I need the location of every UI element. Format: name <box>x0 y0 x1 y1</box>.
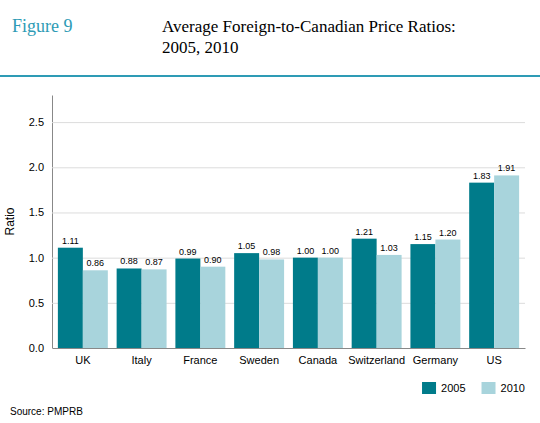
bar <box>142 269 167 348</box>
bar <box>435 240 460 348</box>
x-tick: France <box>183 354 217 366</box>
x-tick: Italy <box>132 354 153 366</box>
chart: Figure 9 Average Foreign-to-Canadian Pric… <box>0 0 540 423</box>
y-tick-label: 1.0 <box>29 252 44 264</box>
data-label: 1.83 <box>473 171 491 181</box>
title-line: 2005, 2010 <box>162 38 239 57</box>
legend-label: 2005 <box>441 382 465 394</box>
x-tick-label: Sweden <box>239 354 279 366</box>
x-tick: Sweden <box>239 354 279 366</box>
bar <box>318 258 343 348</box>
legend-item: 2005 <box>422 382 465 394</box>
bar <box>469 183 494 348</box>
bar <box>200 267 225 348</box>
bar <box>494 175 519 348</box>
grid-line <box>52 167 525 168</box>
legend-item: 2010 <box>482 382 525 394</box>
x-tick: US <box>487 354 502 366</box>
data-label: 1.91 <box>498 163 516 173</box>
bar <box>259 259 284 348</box>
y-axis-line <box>52 96 53 349</box>
legend-swatch <box>482 382 496 394</box>
y-tick-label: 2.0 <box>29 161 44 173</box>
data-label: 1.03 <box>380 243 398 253</box>
figure-label: Figure 9 <box>12 16 73 36</box>
source-note: Source: PMPRB <box>10 406 83 417</box>
bar <box>377 255 402 348</box>
x-tick-label: UK <box>75 354 91 366</box>
data-label: 1.00 <box>322 246 340 256</box>
y-tick: 1.5 <box>29 206 525 218</box>
bars <box>58 175 519 348</box>
grid-line <box>52 212 525 213</box>
bar <box>293 258 318 348</box>
bar <box>234 253 259 348</box>
x-axis-line <box>53 348 526 349</box>
y-tick: 2.5 <box>29 116 525 128</box>
y-tick-label: 0.0 <box>29 342 44 354</box>
data-label: 0.90 <box>204 255 222 265</box>
data-label: 1.21 <box>355 227 373 237</box>
header-rule <box>0 75 540 77</box>
grid-line <box>52 348 525 349</box>
x-tick-label: US <box>487 354 502 366</box>
x-tick-label: Canada <box>299 354 338 366</box>
data-label: 0.99 <box>179 247 197 257</box>
x-tick: Switzerland <box>348 354 405 366</box>
data-label: 0.98 <box>263 247 281 257</box>
data-label: 0.86 <box>87 258 105 268</box>
y-tick-label: 1.5 <box>29 206 44 218</box>
x-tick-label: France <box>183 354 217 366</box>
data-label: 0.88 <box>120 256 138 266</box>
legend: 2005 2010 <box>422 382 525 394</box>
x-tick-label: Switzerland <box>348 354 405 366</box>
data-label: 1.15 <box>414 232 432 242</box>
bar <box>117 268 142 348</box>
data-label: 1.11 <box>62 236 79 246</box>
x-tick-label: Germany <box>413 354 459 366</box>
x-tick: UK <box>75 354 91 366</box>
bar <box>352 239 377 348</box>
bar <box>83 270 108 348</box>
data-label: 1.20 <box>439 228 457 238</box>
data-labels: 1.11 0.88 0.99 1.05 1.00 1.21 1.15 1.83 0.86 0.87… <box>62 163 515 268</box>
title-line: Average Foreign-to-Canadian Price Ratios… <box>162 17 456 36</box>
y-tick: 2.0 <box>29 161 525 173</box>
data-label: 0.87 <box>145 257 163 267</box>
x-tick: Canada <box>299 354 338 366</box>
legend-swatch <box>422 382 436 394</box>
bar <box>175 259 200 348</box>
grid-line <box>52 122 525 123</box>
x-tick-label: Italy <box>132 354 153 366</box>
data-label: 1.00 <box>297 246 315 256</box>
y-tick-label: 0.5 <box>29 297 44 309</box>
bar <box>58 248 83 348</box>
x-axis: UK Italy France Sweden Canada Switzerland Germ… <box>53 349 526 366</box>
y-tick-label: 2.5 <box>29 116 44 128</box>
y-axis: 0.0 0.5 1.0 1.5 2.0 2.5 <box>29 96 525 355</box>
x-tick: Germany <box>413 354 459 366</box>
bar <box>410 244 435 348</box>
title: Average Foreign-to-Canadian Price Ratios… <box>162 17 456 57</box>
y-axis-title: Ratio <box>3 207 17 235</box>
data-label: 1.05 <box>238 241 256 251</box>
legend-label: 2010 <box>501 382 525 394</box>
